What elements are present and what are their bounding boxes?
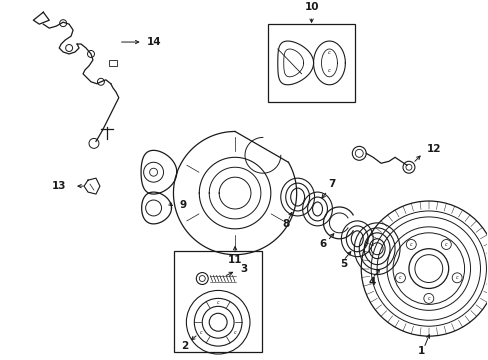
- Text: c: c: [216, 300, 219, 305]
- Bar: [267, 24, 355, 102]
- Text: c: c: [455, 275, 458, 280]
- Text: c: c: [444, 242, 447, 247]
- Text: 11: 11: [227, 255, 242, 265]
- Text: 2: 2: [181, 341, 187, 351]
- Text: 13: 13: [52, 181, 66, 191]
- Text: 10: 10: [304, 2, 318, 12]
- Text: c: c: [234, 330, 236, 335]
- Text: 3: 3: [240, 264, 247, 274]
- Text: 14: 14: [146, 37, 161, 47]
- Bar: [109, 60, 117, 66]
- Bar: [174, 251, 262, 352]
- Text: 5: 5: [339, 258, 346, 269]
- Text: 9: 9: [179, 200, 186, 210]
- Text: 4: 4: [368, 278, 375, 288]
- Text: c: c: [327, 50, 330, 55]
- Text: 1: 1: [417, 346, 425, 356]
- Text: 6: 6: [319, 239, 326, 249]
- Text: 12: 12: [426, 144, 441, 154]
- Text: c: c: [427, 296, 429, 301]
- Text: c: c: [327, 68, 330, 73]
- Text: 8: 8: [282, 219, 289, 229]
- Text: c: c: [199, 330, 202, 335]
- Text: 7: 7: [327, 179, 334, 189]
- Text: c: c: [398, 275, 401, 280]
- Text: c: c: [409, 242, 412, 247]
